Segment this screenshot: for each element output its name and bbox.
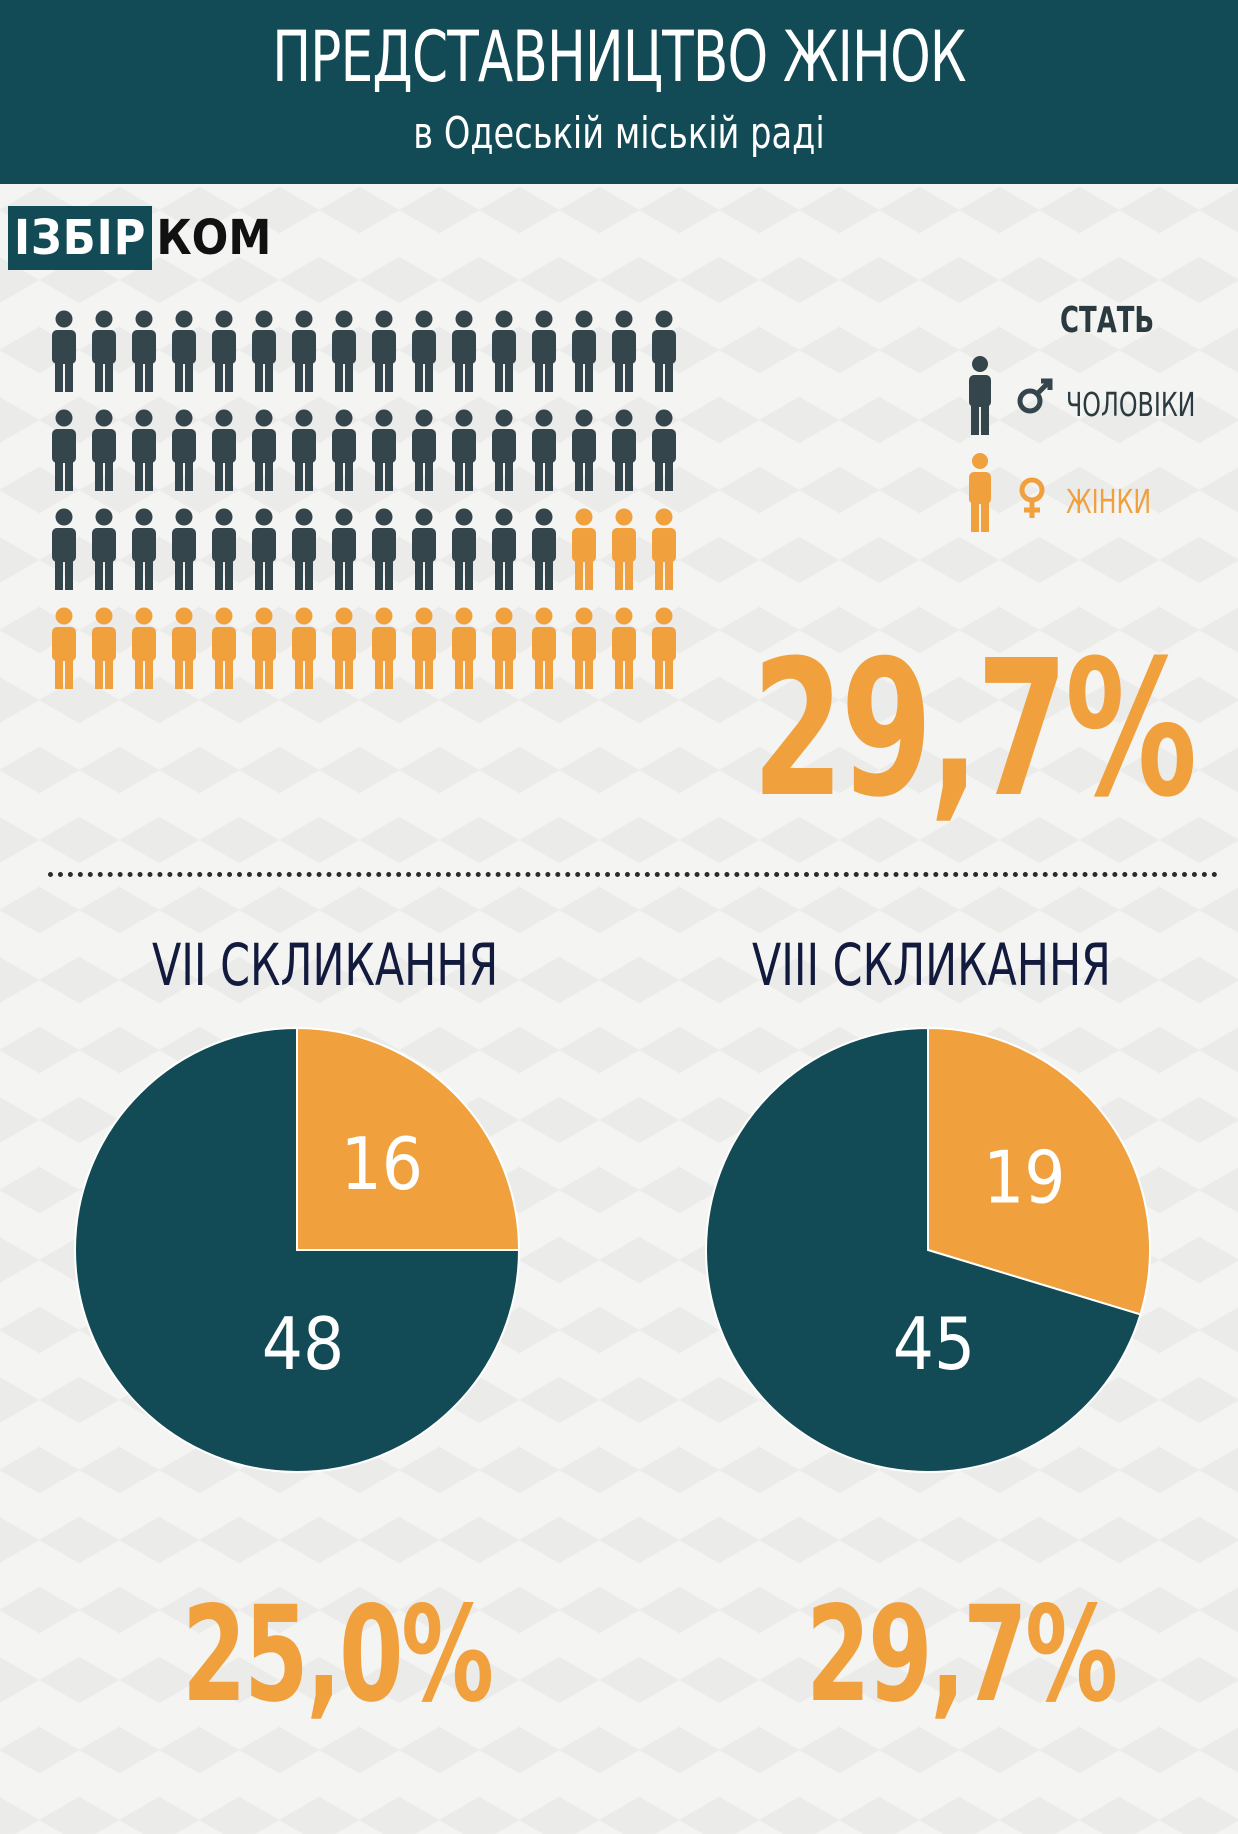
percent-women-viii: 29,7%: [806, 1578, 1118, 1732]
logo-part-a: ІЗБІР: [8, 206, 153, 270]
man-figure: [292, 310, 316, 392]
woman-figure: [532, 607, 556, 689]
page-subtitle: в Одеській міській раді: [413, 108, 825, 159]
woman-figure: [452, 607, 476, 689]
man-figure: [492, 409, 516, 491]
male-symbol-icon: [1017, 378, 1053, 414]
legend-label-women: ЖІНКИ: [1066, 482, 1152, 521]
man-figure: [532, 310, 556, 392]
man-figure: [332, 310, 356, 392]
man-figure: [132, 310, 156, 392]
woman-figure: [92, 607, 116, 689]
man-figure: [212, 508, 236, 590]
man-figure: [252, 508, 276, 590]
viii-pie-slice-women: [927, 1026, 1151, 1316]
viii-pie-label-men: 45: [893, 1302, 975, 1386]
woman-figure: [612, 607, 636, 689]
vii-pie-label-women: 16: [341, 1122, 423, 1206]
woman-figure: [292, 607, 316, 689]
woman-figure: [652, 607, 676, 689]
man-figure: [372, 508, 396, 590]
man-figure: [572, 409, 596, 491]
man-figure: [212, 409, 236, 491]
percent-women-vii: 25,0%: [182, 1578, 494, 1732]
man-figure: [92, 508, 116, 590]
man-figure: [412, 409, 436, 491]
woman-figure: [572, 607, 596, 689]
logo-part-b: КОМ: [156, 210, 272, 266]
vii-pie-label-men: 48: [262, 1302, 344, 1386]
man-figure: [292, 508, 316, 590]
vii-pie-slice-men: [74, 1026, 521, 1473]
man-figure: [172, 508, 196, 590]
woman-figure: [492, 607, 516, 689]
man-figure: [332, 409, 356, 491]
legend-item-women: ЖІНКИ: [962, 452, 1222, 542]
header-banner: ПРЕДСТАВНИЦТВО ЖІНОК в Одеській міській …: [0, 0, 1238, 184]
people-pictograph: [52, 310, 676, 689]
woman-figure: [132, 607, 156, 689]
man-figure: [412, 310, 436, 392]
man-figure: [532, 409, 556, 491]
man-figure: [452, 409, 476, 491]
man-figure: [332, 508, 356, 590]
female-symbol-icon: [1019, 477, 1045, 518]
man-figure: [92, 409, 116, 491]
convocation-vii-title: VII СКЛИКАННЯ: [152, 931, 499, 999]
man-figure: [292, 409, 316, 491]
woman-figure: [572, 508, 596, 590]
female-person-icon: [969, 453, 1045, 532]
convocation-viii-title: VIII СКЛИКАННЯ: [752, 931, 1111, 999]
legend-item-men: ЧОЛОВІКИ: [962, 355, 1222, 445]
viii-pie-slice-men: [705, 1026, 1142, 1473]
man-figure: [652, 409, 676, 491]
man-figure: [372, 409, 396, 491]
woman-figure: [612, 508, 636, 590]
man-figure: [492, 310, 516, 392]
man-figure: [652, 310, 676, 392]
man-figure: [132, 409, 156, 491]
woman-figure: [252, 607, 276, 689]
man-figure: [572, 310, 596, 392]
man-figure: [172, 310, 196, 392]
man-figure: [252, 409, 276, 491]
man-figure: [132, 508, 156, 590]
woman-figure: [212, 607, 236, 689]
summary-percent: 29,7%: [752, 620, 1197, 839]
viii-pie-label-women: 19: [983, 1136, 1065, 1220]
section-divider: [48, 872, 1218, 877]
man-figure: [452, 310, 476, 392]
man-figure: [252, 310, 276, 392]
woman-figure: [332, 607, 356, 689]
man-figure: [212, 310, 236, 392]
man-figure: [532, 508, 556, 590]
legend-label-men: ЧОЛОВІКИ: [1066, 385, 1196, 424]
woman-figure: [172, 607, 196, 689]
man-figure: [52, 310, 76, 392]
legend-title: СТАТЬ: [1060, 300, 1155, 341]
man-figure: [492, 508, 516, 590]
page-title: ПРЕДСТАВНИЦТВО ЖІНОК: [272, 16, 966, 98]
woman-figure: [652, 508, 676, 590]
vii-pie-slice-women: [296, 1026, 521, 1251]
woman-figure: [52, 607, 76, 689]
man-figure: [52, 508, 76, 590]
izbirkom-logo: ІЗБІР КОМ: [8, 206, 275, 270]
man-figure: [52, 409, 76, 491]
man-figure: [612, 310, 636, 392]
male-person-icon: [969, 356, 1053, 435]
man-figure: [372, 310, 396, 392]
man-figure: [612, 409, 636, 491]
man-figure: [452, 508, 476, 590]
man-figure: [92, 310, 116, 392]
woman-figure: [372, 607, 396, 689]
man-figure: [172, 409, 196, 491]
man-figure: [412, 508, 436, 590]
woman-figure: [412, 607, 436, 689]
